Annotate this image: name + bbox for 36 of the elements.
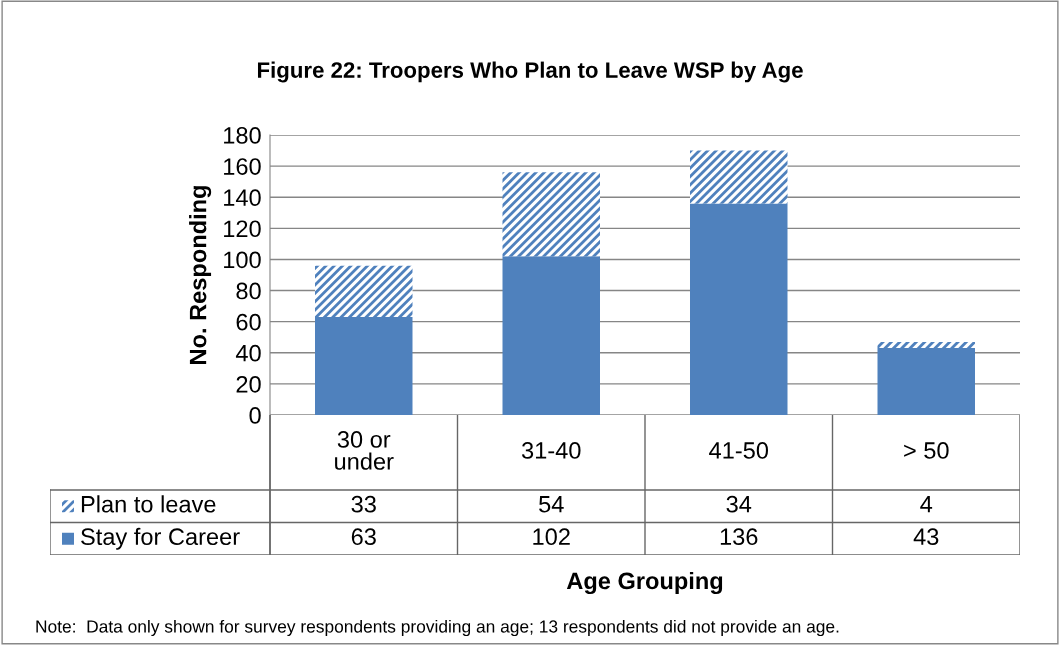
chart-title: Figure 22: Troopers Who Plan to Leave WSP by Age <box>257 61 803 83</box>
y-tick-label: 120 <box>224 220 261 238</box>
legend-label: Plan to leave <box>81 495 216 513</box>
data-label: 63 <box>351 528 376 546</box>
data-label: 34 <box>726 495 752 513</box>
y-tick-label: 140 <box>224 189 261 207</box>
y-tick-label: 180 <box>224 127 261 144</box>
x-tick-label: 30 or under <box>335 431 394 470</box>
data-label: 4 <box>920 496 933 513</box>
y-tick-label: 100 <box>224 251 261 269</box>
x-tick-label: 41-50 <box>709 442 769 459</box>
bar <box>315 265 413 317</box>
bar <box>690 203 788 415</box>
data-label: 102 <box>533 528 570 546</box>
x-axis-title: Age Grouping <box>566 571 723 595</box>
data-label: 136 <box>720 528 758 546</box>
bar <box>502 172 600 257</box>
y-tick-label: 20 <box>236 375 261 393</box>
x-tick-label: 31-40 <box>521 442 581 459</box>
y-axis-title: No. Responding <box>189 186 212 364</box>
x-tick-label: > 50 <box>904 442 949 459</box>
bar <box>877 348 975 415</box>
y-tick-label: 160 <box>224 158 261 175</box>
y-tick-label: 40 <box>235 344 261 362</box>
legend-label: Stay for Career <box>81 527 240 550</box>
data-label: 43 <box>913 528 939 546</box>
y-tick-label: 60 <box>236 313 261 331</box>
data-label: 54 <box>539 496 564 513</box>
bar <box>877 341 975 349</box>
y-tick-label: 80 <box>236 282 261 300</box>
y-tick-label: 0 <box>249 407 261 424</box>
data-label: 33 <box>351 495 376 513</box>
bar <box>502 256 600 415</box>
bar <box>690 150 788 204</box>
bar <box>315 317 413 415</box>
text: Note: Data only shown for survey respondents providing an age; 13 respondents did not provide an age. <box>36 619 839 637</box>
